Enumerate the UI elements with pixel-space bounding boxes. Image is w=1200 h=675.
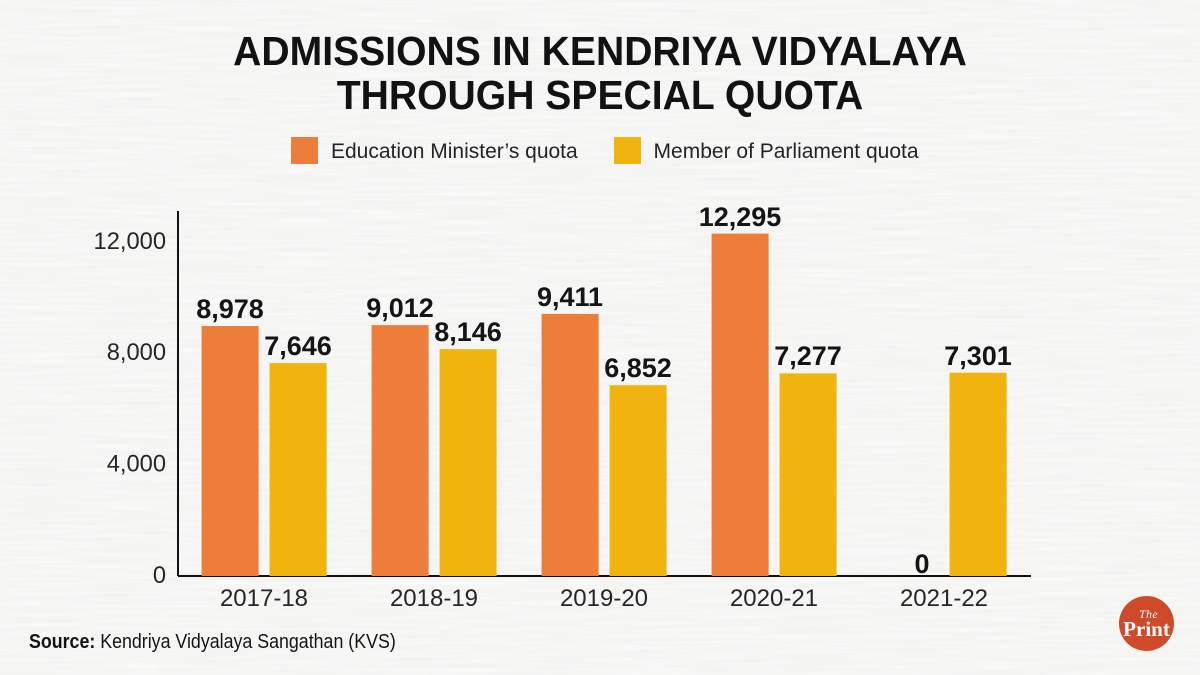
svg-text:4,000: 4,000 bbox=[107, 452, 166, 478]
svg-text:7,301: 7,301 bbox=[944, 341, 1012, 371]
svg-text:8,978: 8,978 bbox=[196, 294, 264, 324]
svg-text:7,646: 7,646 bbox=[264, 331, 332, 361]
svg-text:2018-19: 2018-19 bbox=[390, 585, 478, 612]
svg-text:0: 0 bbox=[914, 549, 929, 579]
svg-text:12,295: 12,295 bbox=[699, 202, 782, 232]
svg-text:7,277: 7,277 bbox=[774, 341, 842, 371]
svg-text:12,000: 12,000 bbox=[94, 229, 166, 255]
svg-text:8,000: 8,000 bbox=[107, 340, 166, 366]
svg-text:9,012: 9,012 bbox=[366, 293, 434, 323]
svg-text:8,146: 8,146 bbox=[434, 317, 502, 347]
svg-text:6,852: 6,852 bbox=[604, 353, 672, 383]
svg-text:2017-18: 2017-18 bbox=[220, 585, 308, 612]
svg-text:2019-20: 2019-20 bbox=[560, 585, 648, 612]
svg-text:0: 0 bbox=[153, 563, 166, 589]
svg-text:2021-22: 2021-22 bbox=[900, 585, 988, 612]
svg-text:2020-21: 2020-21 bbox=[730, 585, 818, 612]
svg-text:9,411: 9,411 bbox=[537, 282, 603, 312]
